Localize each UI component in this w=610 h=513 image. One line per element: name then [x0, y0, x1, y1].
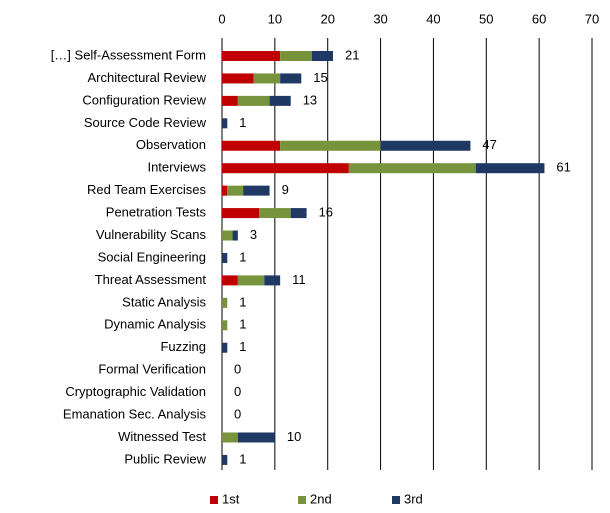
bar-segment	[222, 432, 238, 443]
bar-segment	[222, 342, 228, 353]
total-label: 13	[303, 92, 317, 107]
total-label: 15	[313, 70, 327, 85]
bar-segment	[290, 208, 307, 219]
legend-swatch	[210, 496, 218, 504]
y-tick-label: Social Engineering	[98, 249, 206, 264]
total-label: 0	[234, 406, 241, 421]
bar-segment	[237, 95, 270, 106]
total-label: 0	[234, 362, 241, 377]
total-label: 0	[234, 384, 241, 399]
bar-segment	[237, 432, 275, 443]
y-tick-label: Penetration Tests	[106, 205, 207, 220]
y-tick-label: Threat Assessment	[95, 272, 207, 287]
bar-segment	[264, 275, 281, 286]
total-label: 3	[250, 227, 257, 242]
legend-swatch	[392, 496, 400, 504]
y-tick-label: Formal Verification	[98, 362, 206, 377]
total-label: 1	[239, 317, 246, 332]
bar-segment	[222, 208, 259, 219]
x-tick-label: 0	[218, 11, 225, 26]
bar-segment	[222, 320, 228, 331]
bar-segment	[280, 51, 312, 61]
bar-segment	[237, 275, 265, 286]
y-tick-label: Public Review	[124, 451, 206, 466]
total-label: 61	[556, 160, 570, 175]
y-tick-label: Architectural Review	[88, 70, 207, 85]
total-label: 47	[482, 137, 496, 152]
legend-swatch	[298, 496, 306, 504]
y-tick-label: Fuzzing	[160, 339, 206, 354]
bar-segment	[222, 163, 349, 174]
x-tick-label: 70	[585, 11, 599, 26]
bar-segment	[280, 73, 302, 84]
y-tick-label: Red Team Exercises	[87, 182, 206, 197]
bar-segment	[253, 73, 281, 84]
total-label: 11	[292, 272, 306, 287]
bar-segment	[222, 454, 228, 465]
x-tick-label: 40	[426, 11, 440, 26]
total-label: 16	[319, 205, 333, 220]
y-tick-label: Dynamic Analysis	[104, 317, 206, 332]
y-tick-label: Vulnerability Scans	[96, 227, 207, 242]
y-tick-label: Source Code Review	[84, 115, 207, 130]
bar-segment	[222, 51, 281, 61]
bar-segment	[222, 275, 238, 286]
bar-segment	[380, 140, 471, 151]
legend-label: 1st	[222, 491, 240, 506]
total-label: 1	[239, 451, 246, 466]
y-tick-label: Configuration Review	[82, 92, 206, 107]
bar-segment	[269, 95, 291, 106]
bar-segment	[222, 73, 254, 84]
x-tick-label: 60	[532, 11, 546, 26]
bar-segment	[227, 185, 244, 196]
bar-segment	[243, 185, 270, 196]
bar-segment	[232, 230, 238, 241]
bar-segment	[311, 51, 333, 61]
total-label: 9	[282, 182, 289, 197]
x-tick-label: 50	[479, 11, 493, 26]
bar-segment	[222, 140, 281, 151]
y-tick-label: Observation	[136, 137, 206, 152]
y-tick-label: Witnessed Test	[118, 429, 206, 444]
bar-segment	[222, 95, 238, 106]
total-label: 1	[239, 294, 246, 309]
bar-segment	[222, 230, 233, 241]
y-tick-label: Cryptographic Validation	[65, 384, 206, 399]
y-tick-label: […] Self-Assessment Form	[51, 47, 206, 62]
bar-segment	[280, 140, 381, 151]
x-tick-label: 20	[320, 11, 334, 26]
bar-segment	[348, 163, 476, 174]
legend-label: 3rd	[404, 491, 423, 506]
bar-segment	[475, 163, 545, 174]
y-tick-label: Emanation Sec. Analysis	[63, 406, 207, 421]
bar-segment	[222, 118, 228, 129]
bar-segment	[222, 185, 228, 196]
bar-segment	[222, 252, 228, 263]
total-label: 1	[239, 115, 246, 130]
total-label: 10	[287, 429, 301, 444]
y-tick-label: Static Analysis	[122, 294, 206, 309]
total-label: 1	[239, 339, 246, 354]
bar-segment	[222, 297, 228, 308]
legend-label: 2nd	[310, 491, 332, 506]
total-label: 21	[345, 47, 359, 62]
x-tick-label: 10	[268, 11, 282, 26]
total-label: 1	[239, 249, 246, 264]
y-tick-label: Interviews	[147, 160, 206, 175]
x-tick-label: 30	[373, 11, 387, 26]
bar-segment	[259, 208, 291, 219]
